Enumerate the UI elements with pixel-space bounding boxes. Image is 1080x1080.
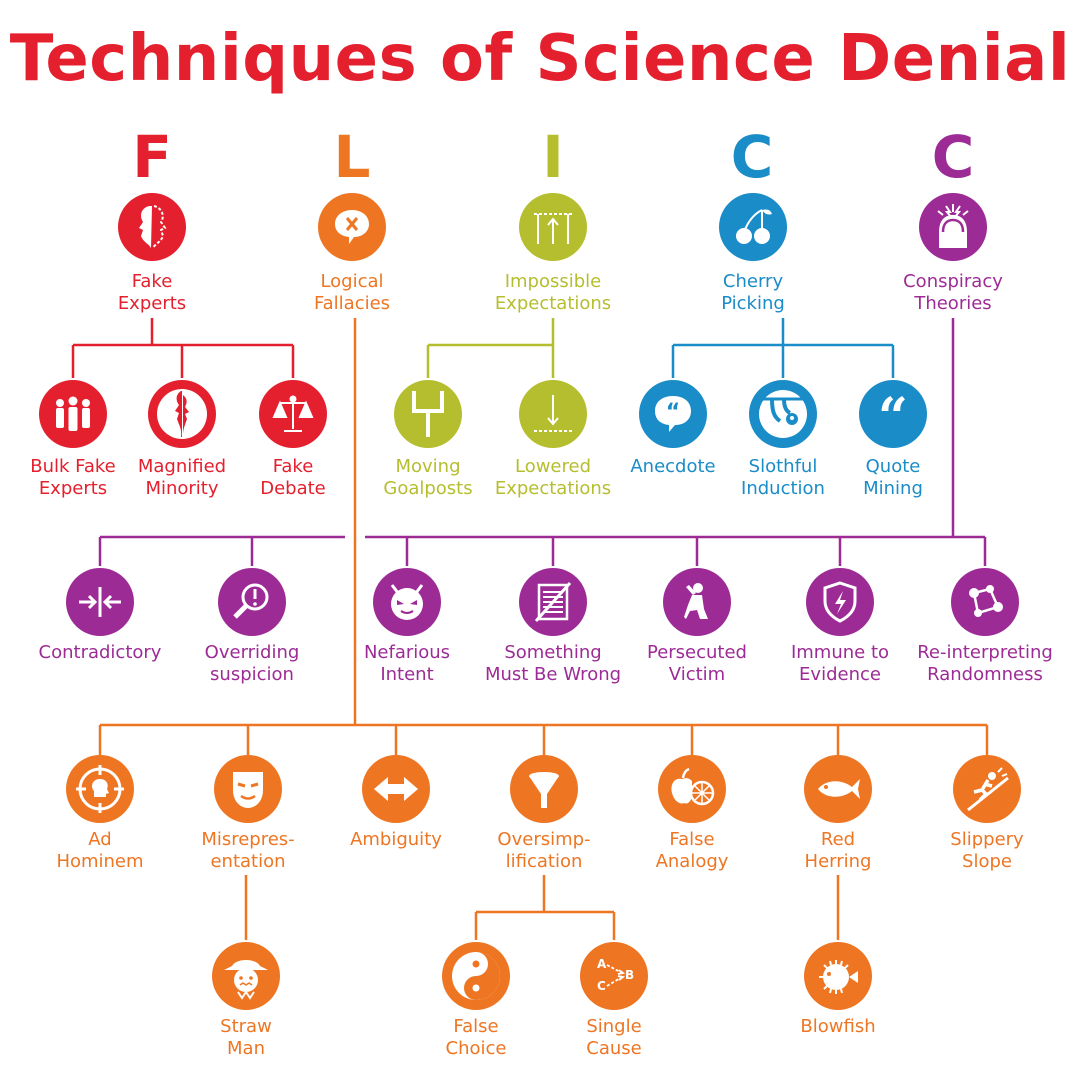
false-analogy-label: False Analogy	[655, 829, 729, 872]
magnifier-exclamation-icon	[218, 568, 286, 636]
slippery-slope-label: Slippery Slope	[950, 829, 1024, 872]
yin-yang-icon	[442, 942, 510, 1010]
abc-letter-b: B	[625, 968, 634, 982]
fake-experts-label: Fake Experts	[117, 271, 187, 314]
apple-orange-icon	[658, 755, 726, 823]
devil-face-icon	[373, 568, 441, 636]
kneeling-figure-icon	[663, 568, 731, 636]
single-cause-label: Single Cause	[586, 1016, 642, 1059]
letter-l: L	[333, 123, 371, 191]
logical-fallacies-label: Logical Fallacies	[313, 271, 391, 314]
letter-i: I	[542, 123, 564, 191]
target-head-icon	[66, 755, 134, 823]
page-title: Techniques of Science Denial	[9, 22, 1071, 96]
scarecrow-icon	[212, 942, 280, 1010]
letter-c-cherry: C	[730, 123, 774, 191]
quote-marks-icon: “	[859, 380, 927, 448]
nefarious-intent-label: Nefarious Intent	[363, 642, 451, 685]
straw-man-label: Straw Man	[220, 1016, 272, 1059]
fish-icon	[804, 755, 872, 823]
moving-goalposts-label: Moving Goalposts	[383, 456, 473, 499]
head-lightning-icon	[919, 193, 987, 261]
misrepresentation-label: Misrepres- entation	[201, 829, 295, 872]
abc-letter-a: A	[597, 957, 607, 971]
connected-dots-icon	[951, 568, 1019, 636]
ad-hominem-label: Ad Hominem	[56, 829, 144, 872]
face-profile-icon	[118, 193, 186, 261]
letter-c-conspiracy: C	[931, 123, 975, 191]
fake-debate-label: Fake Debate	[260, 456, 326, 499]
cherry-picking-label: Cherry Picking	[721, 271, 785, 314]
conspiracy-connector	[98, 318, 987, 566]
shield-bolt-icon	[806, 568, 874, 636]
lowering-bar-icon	[519, 380, 587, 448]
red-herring-label: Red Herring	[804, 829, 872, 872]
scales-icon	[259, 380, 327, 448]
speech-bubble-x-icon	[318, 193, 386, 261]
lowered-expectations-label: Lowered Expectations	[494, 456, 612, 499]
goalpost-icon	[394, 380, 462, 448]
fake-experts-connector	[71, 318, 295, 378]
persecuted-victim-label: Persecuted Victim	[646, 642, 747, 685]
mask-icon	[214, 755, 282, 823]
contradictory-label: Contradictory	[38, 642, 162, 663]
slothful-induction-label: Slothful Induction	[741, 456, 825, 499]
cherries-icon	[719, 193, 787, 261]
bulk-fake-experts-label: Bulk Fake Experts	[30, 456, 116, 499]
cherry-connector	[671, 318, 895, 378]
quote-mining-label: Quote Mining	[863, 456, 923, 499]
oversimplification-label: Oversimp- lification	[497, 829, 591, 872]
falling-figure-icon	[953, 755, 1021, 823]
sloth-icon	[749, 380, 817, 448]
letter-f: F	[132, 123, 172, 191]
anecdote-label: Anecdote	[630, 456, 716, 477]
blowfish-label: Blowfish	[800, 1016, 876, 1037]
impossible-expectations-label: Impossible Expectations	[494, 271, 612, 314]
crossed-document-icon	[519, 568, 587, 636]
overriding-suspicion-label: Overriding suspicion	[204, 642, 300, 685]
fallacies-connector	[98, 318, 989, 940]
abc-letter-c: C	[597, 979, 606, 993]
conspiracy-theories-label: Conspiracy Theories	[903, 271, 1003, 314]
immune-to-evidence-label: Immune to Evidence	[790, 642, 890, 685]
ambiguity-label: Ambiguity	[350, 829, 442, 850]
funnel-icon	[510, 755, 578, 823]
double-arrow-icon	[362, 755, 430, 823]
pufferfish-icon	[804, 942, 872, 1010]
reinterpreting-randomness-label: Re-interpreting Randomness	[917, 642, 1053, 685]
facing-profiles-icon	[148, 380, 216, 448]
impossible-connector	[426, 318, 555, 378]
opposing-arrows-icon	[66, 568, 134, 636]
crowd-icon	[39, 380, 107, 448]
magnified-minority-label: Magnified Minority	[137, 456, 227, 499]
svg-text:“: “	[878, 389, 908, 439]
rising-bar-icon	[519, 193, 587, 261]
svg-text:“: “	[666, 400, 680, 425]
false-choice-label: False Choice	[445, 1016, 507, 1059]
something-must-be-wrong-label: Something Must Be Wrong	[484, 642, 622, 685]
speech-quote-icon: “	[639, 380, 707, 448]
